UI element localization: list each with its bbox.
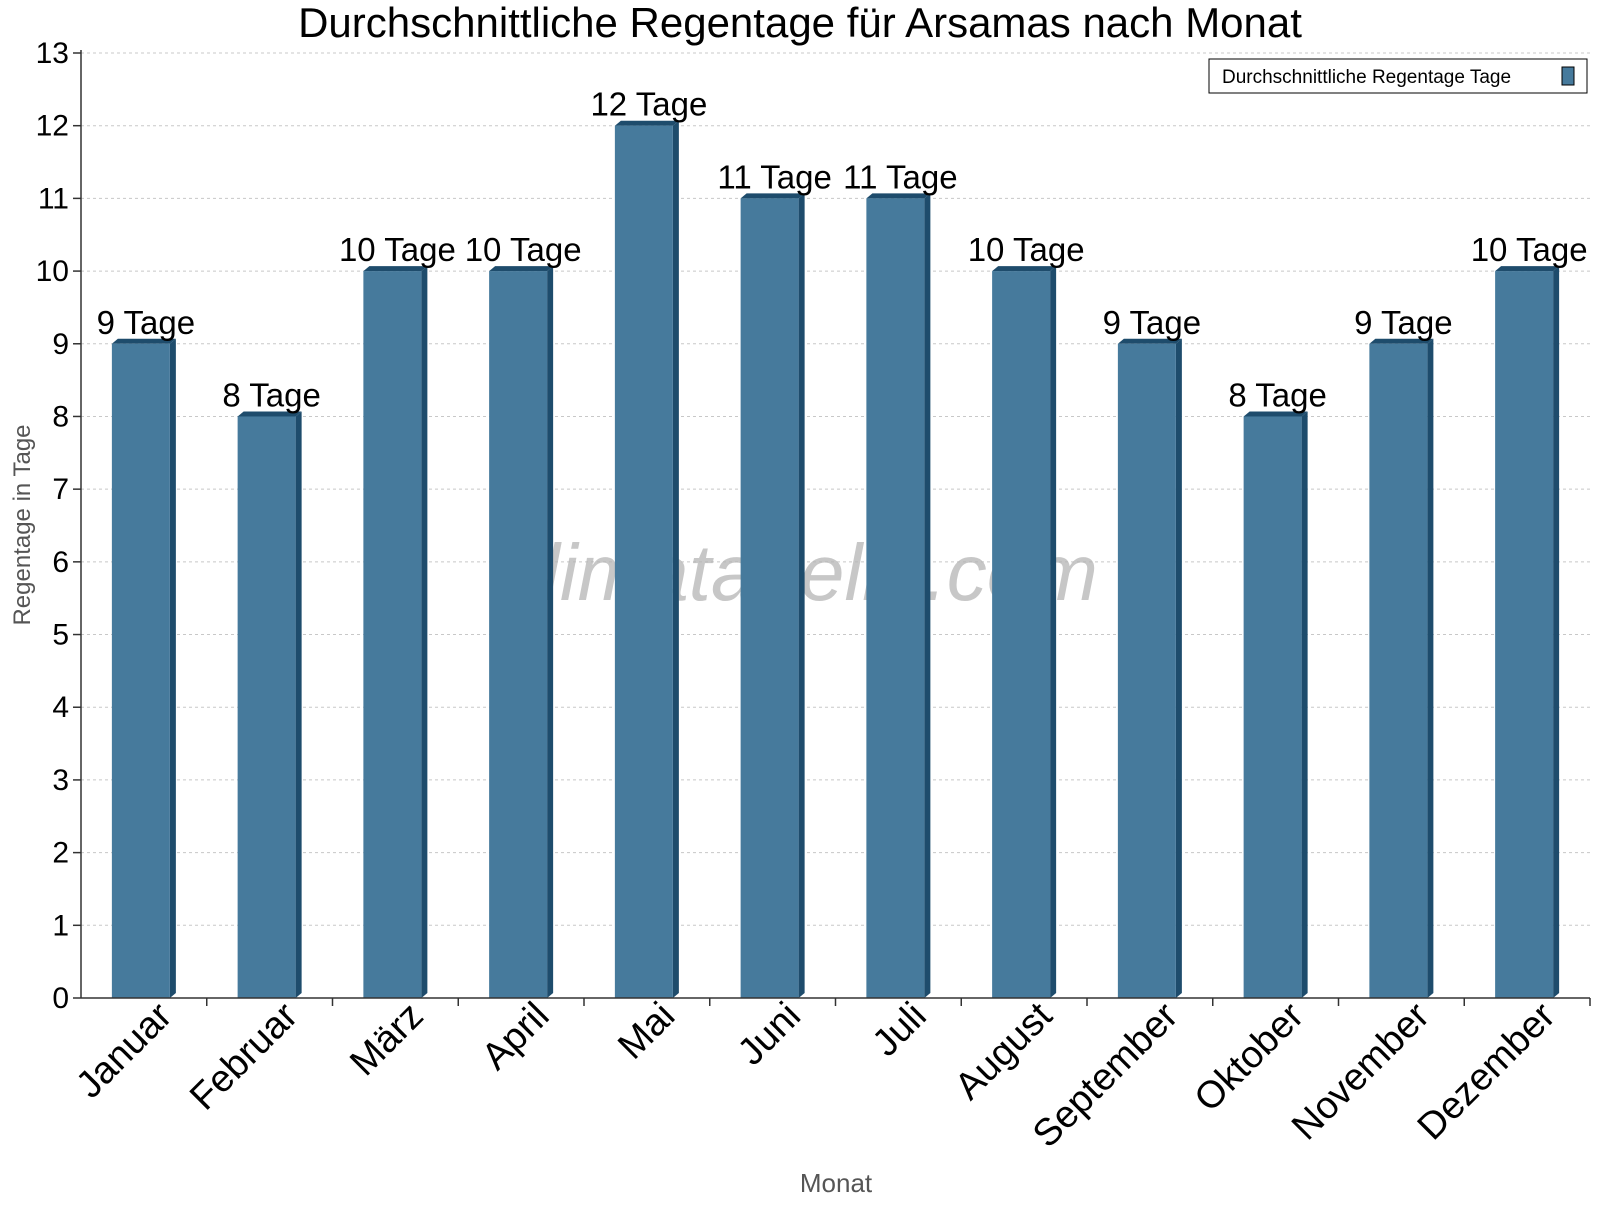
y-tick-label: 0 (52, 982, 69, 1015)
y-tick-label: 2 (52, 837, 69, 870)
bar-top (866, 193, 931, 199)
bar-front (237, 416, 296, 998)
bar (1495, 266, 1560, 999)
bar-side (924, 193, 931, 998)
bar-top (1495, 266, 1560, 272)
bar-top (992, 266, 1057, 272)
y-tick-label: 13 (36, 37, 69, 70)
bar-side (1553, 266, 1560, 999)
bar (1243, 411, 1308, 998)
data-label: 8 Tage (222, 376, 320, 413)
bar-side (547, 266, 554, 999)
legend-label: Durchschnittliche Regentage Tage (1222, 67, 1511, 88)
y-tick-label: 5 (52, 619, 69, 652)
bar-front (614, 125, 673, 998)
bar-side (1427, 338, 1434, 998)
bar (111, 338, 176, 998)
bar-top (489, 266, 554, 272)
data-label: 9 Tage (1354, 304, 1452, 341)
bars (111, 120, 1560, 999)
bar (992, 266, 1057, 999)
bar (614, 120, 679, 998)
bar-front (363, 271, 422, 999)
bar-top (1369, 338, 1434, 344)
x-axis-title: Monat (800, 1168, 873, 1198)
data-label: 9 Tage (1103, 304, 1201, 341)
bar-side (1050, 266, 1057, 999)
bar-side (295, 411, 302, 998)
bar-top (614, 120, 679, 126)
bar-front (992, 271, 1051, 999)
bar-top (1117, 338, 1182, 344)
bar-front (1369, 343, 1428, 998)
bar-front (1495, 271, 1554, 999)
bar-side (1175, 338, 1182, 998)
bar-side (1301, 411, 1308, 998)
y-tick-label: 11 (38, 182, 69, 215)
bar-side (421, 266, 428, 999)
data-label: 8 Tage (1228, 376, 1326, 413)
bar (363, 266, 428, 999)
bar-front (866, 198, 925, 998)
bar-side (169, 338, 176, 998)
data-label: 10 Tage (339, 231, 456, 268)
bar-top (740, 193, 805, 199)
axes (73, 50, 1591, 1006)
data-label: 12 Tage (590, 86, 707, 123)
data-label: 11 Tage (843, 158, 957, 195)
bar-side (798, 193, 805, 998)
bar-top (1243, 411, 1308, 417)
bar (740, 193, 805, 998)
y-tick-label: 6 (52, 546, 69, 579)
bar-front (489, 271, 548, 999)
bar-front (1243, 416, 1302, 998)
bar-top (111, 338, 176, 344)
y-tick-label: 12 (36, 110, 69, 143)
y-tick-label: 7 (52, 473, 69, 506)
data-label: 10 Tage (465, 231, 582, 268)
chart-title: Durchschnittliche Regentage für Arsamas … (298, 0, 1302, 46)
y-tick-label: 10 (36, 255, 69, 288)
bar (1117, 338, 1182, 998)
y-tick-label: 4 (52, 691, 69, 724)
y-axis-title: Regentage in Tage (9, 424, 36, 625)
bar-front (111, 343, 170, 998)
bar-top (237, 411, 302, 417)
bar (237, 411, 302, 998)
legend-box (1208, 58, 1588, 94)
bar-side (672, 120, 679, 998)
y-tick-label: 1 (52, 909, 69, 942)
bar (866, 193, 931, 998)
bar (1369, 338, 1434, 998)
y-tick-label: 9 (52, 328, 69, 361)
legend: Durchschnittliche Regentage Tage (1208, 58, 1588, 94)
bar-front (1117, 343, 1176, 998)
data-label: 11 Tage (717, 158, 831, 195)
data-label: 10 Tage (1471, 231, 1588, 268)
data-label: 9 Tage (97, 304, 195, 341)
y-tick-label: 3 (52, 764, 69, 797)
bar (489, 266, 554, 999)
bar-top (363, 266, 428, 272)
y-tick-label: 8 (52, 400, 69, 433)
bar-front (740, 198, 799, 998)
data-label: 10 Tage (968, 231, 1085, 268)
legend-swatch (1561, 66, 1575, 86)
